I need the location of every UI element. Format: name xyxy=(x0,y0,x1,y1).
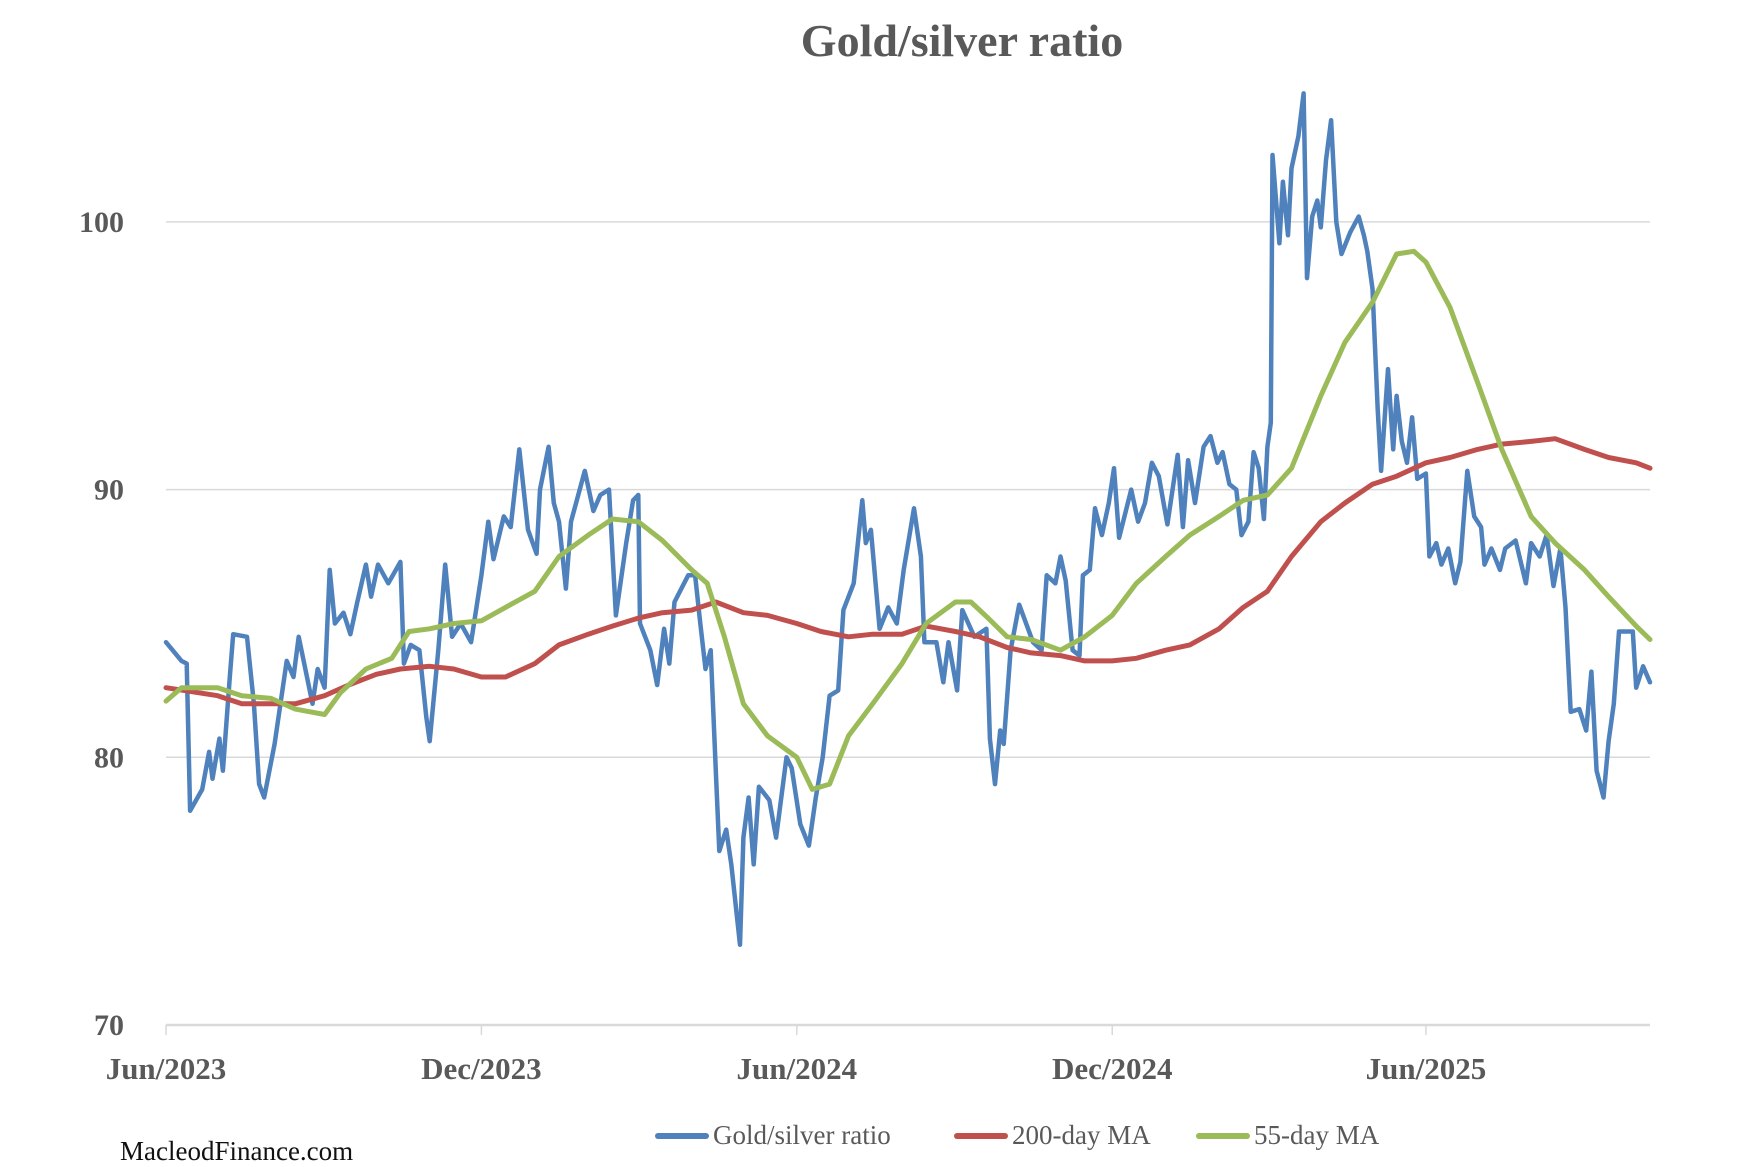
legend-swatch-blue xyxy=(655,1132,709,1139)
legend-label: 55-day MA xyxy=(1254,1120,1380,1150)
x-tick-label: Jun/2025 xyxy=(1366,1051,1487,1086)
y-tick-label: 70 xyxy=(94,1009,124,1042)
x-tick-label: Jun/2023 xyxy=(106,1051,227,1086)
legend-swatch-red xyxy=(954,1132,1008,1139)
x-tick-label: Dec/2024 xyxy=(1052,1051,1173,1086)
x-tick-label: Dec/2023 xyxy=(421,1051,542,1086)
y-tick-label: 90 xyxy=(94,474,124,507)
legend: Gold/silver ratio 200-day MA 55-day MA xyxy=(0,1120,1744,1156)
source-credit: MacleodFinance.com xyxy=(120,1136,354,1166)
legend-item-200-day-ma: 200-day MA xyxy=(954,1120,1151,1151)
series-line-gold-silver-ratio xyxy=(163,91,1653,947)
legend-swatch-green xyxy=(1196,1132,1250,1139)
x-tick-label: Jun/2024 xyxy=(737,1051,858,1086)
y-tick-label: 80 xyxy=(94,741,124,774)
legend-item-55-day-ma: 55-day MA xyxy=(1196,1120,1379,1151)
legend-item-gold-silver-ratio: Gold/silver ratio xyxy=(655,1120,891,1151)
legend-label: 200-day MA xyxy=(1012,1120,1151,1150)
series-line-55-day-ma xyxy=(163,248,1653,792)
legend-label: Gold/silver ratio xyxy=(713,1120,891,1150)
chart-title: Gold/silver ratio xyxy=(800,15,1124,66)
y-tick-label: 100 xyxy=(79,206,124,239)
